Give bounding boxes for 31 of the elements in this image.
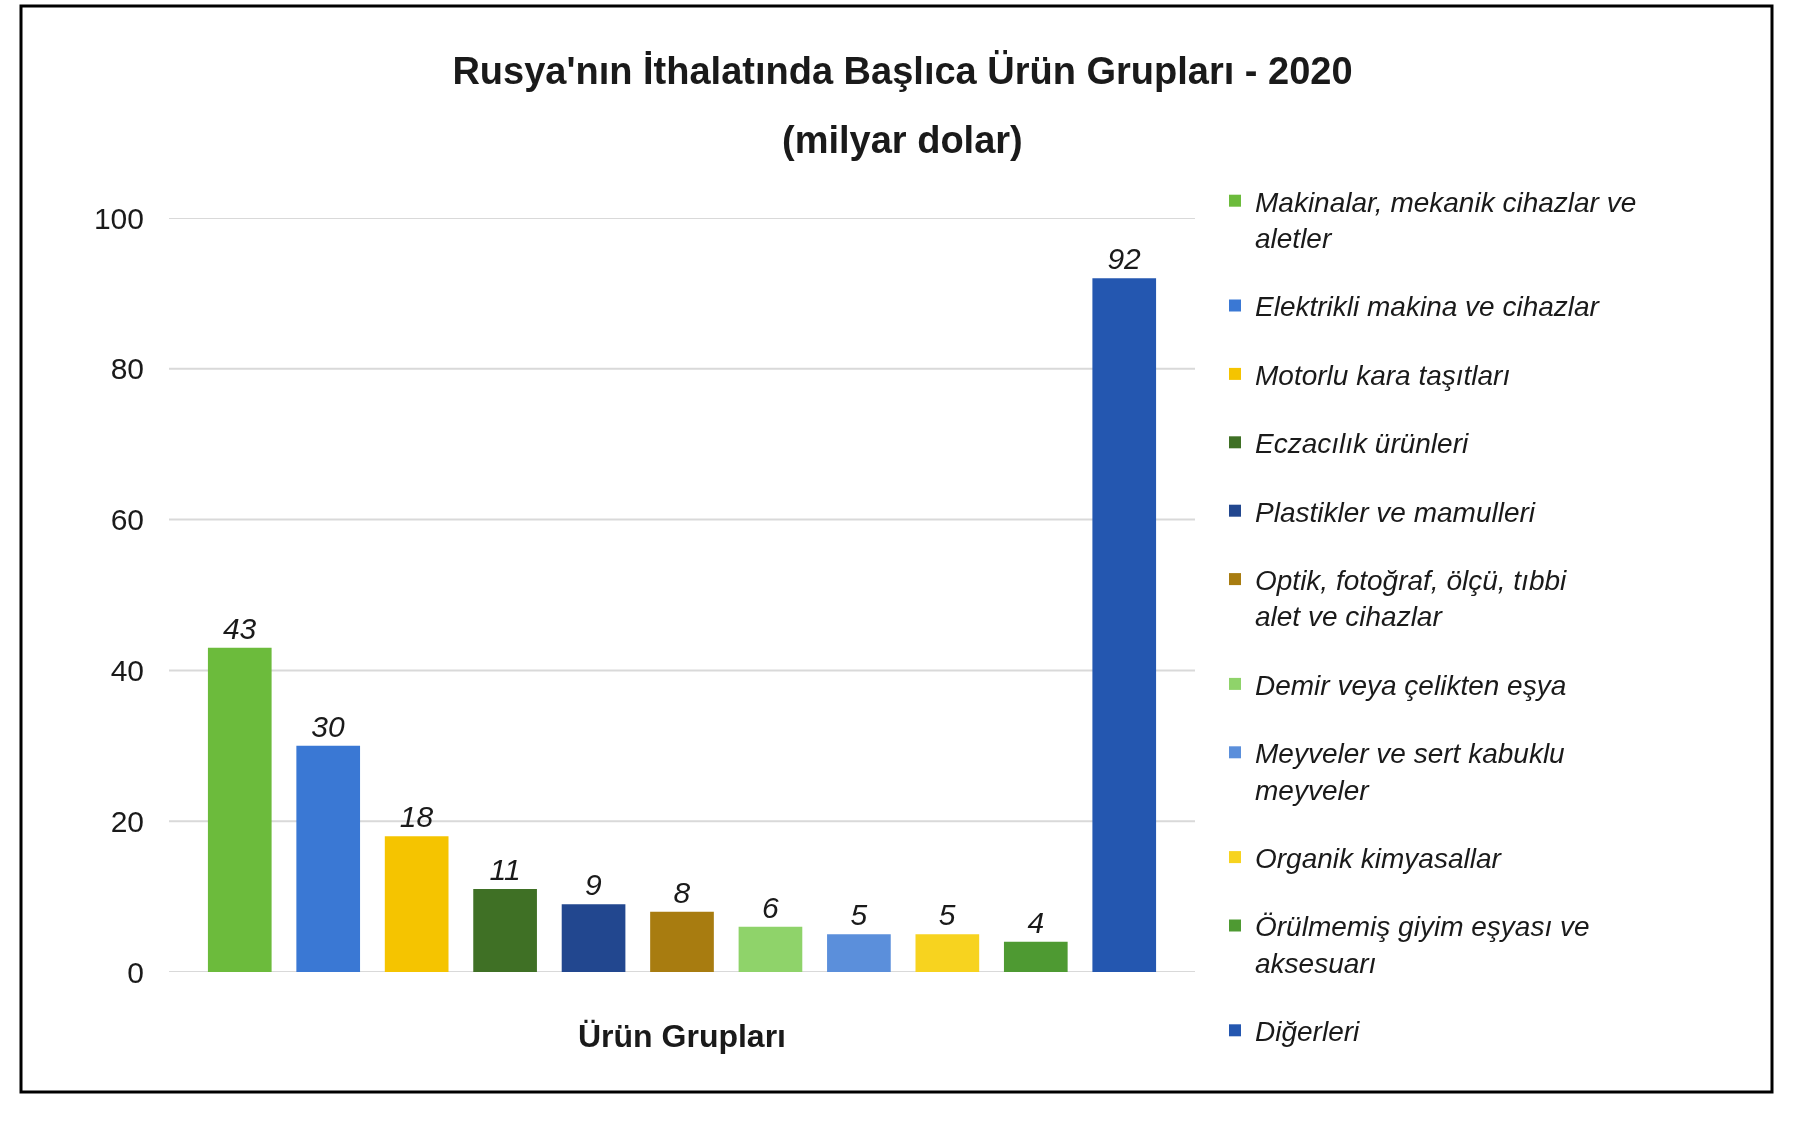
legend-label: Diğerleri — [1255, 1016, 1361, 1048]
legend-label: Elektrikli makina ve cihazlar — [1255, 291, 1601, 323]
y-tick-label: 60 — [110, 503, 144, 537]
y-tick-label: 40 — [110, 653, 144, 687]
chart-subtitle: (milyar dolar) — [782, 119, 1023, 161]
data-label: 30 — [311, 709, 346, 743]
data-label: 11 — [489, 853, 521, 887]
data-label: 9 — [585, 868, 603, 902]
y-tick-label: 80 — [110, 352, 144, 386]
legend-label: Plastikler ve mamulleri — [1255, 496, 1536, 528]
legend-label: Makinalar, mekanik cihazlar ve aletler — [1255, 186, 1637, 255]
x-axis-title: Ürün Grupları — [577, 1017, 787, 1054]
chart-title: Rusya'nın İthalatında Başlıca Ürün Grupları - 2020 — [452, 50, 1353, 93]
legend-label: Demir veya çelikten eşya — [1255, 669, 1567, 701]
legend-label: Meyveler ve sert kabuklu meyveler — [1255, 738, 1566, 806]
data-label: 43 — [222, 611, 257, 645]
data-label: 6 — [761, 890, 779, 924]
legend-label: Organik kimyasallar — [1255, 843, 1503, 875]
data-label: 4 — [1027, 905, 1045, 939]
data-label: 5 — [850, 898, 868, 932]
data-label: 5 — [938, 898, 956, 932]
y-tick-label: 20 — [110, 804, 144, 838]
legend-label: Motorlu kara taşıtları — [1255, 359, 1511, 391]
data-label: 8 — [673, 875, 691, 909]
y-tick-label: 0 — [127, 955, 144, 989]
data-label: 18 — [399, 800, 434, 834]
data-label: 92 — [1107, 242, 1142, 276]
legend-label: Eczacılık ürünleri — [1255, 428, 1469, 460]
legend-label: Örülmemiş giyim eşyası ve aksesuarı — [1255, 911, 1590, 979]
y-tick-label: 100 — [93, 201, 144, 235]
legend-label: Optik, fotoğraf, ölçü, tıbbi alet ve cihazlar — [1255, 565, 1568, 633]
